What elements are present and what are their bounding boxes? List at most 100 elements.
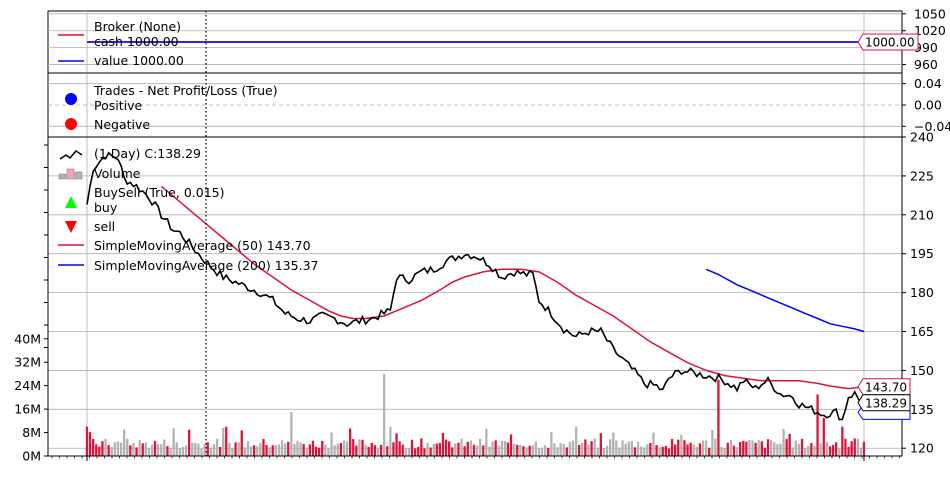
price-legend: (1 Day) C:138.29 Volume BuySell (True, 0… bbox=[58, 146, 318, 273]
price-legend-buysell: BuySell (True, 0.015) bbox=[94, 185, 224, 200]
volume-bar bbox=[773, 442, 776, 456]
volume-bar bbox=[259, 443, 262, 456]
volume-bar bbox=[101, 441, 104, 456]
trades-panel: 0.04 0.00 −0.04 Trades - Net Profit/Loss (… bbox=[47, 72, 950, 138]
volume-bar bbox=[534, 441, 537, 456]
volume-bar bbox=[392, 442, 395, 456]
volume-bar bbox=[119, 442, 123, 456]
volume-bar bbox=[599, 433, 602, 456]
volume-bar bbox=[581, 442, 584, 456]
broker-grid bbox=[48, 11, 902, 73]
volume-bar bbox=[401, 444, 404, 456]
volume-bar bbox=[804, 447, 807, 456]
volume-bar bbox=[825, 441, 828, 456]
volume-bar bbox=[816, 394, 819, 456]
volume-bar bbox=[862, 441, 866, 456]
volume-bar bbox=[479, 438, 482, 456]
volume-bar bbox=[324, 444, 327, 456]
volume-bar bbox=[280, 440, 284, 456]
volume-bar bbox=[95, 444, 98, 456]
volume-bar bbox=[763, 447, 767, 456]
x-axis-ticks bbox=[51, 456, 900, 461]
broker-legend-title: Broker (None) bbox=[94, 19, 181, 34]
volume-bar bbox=[361, 439, 364, 456]
volume-bar bbox=[299, 442, 302, 456]
volume-bar bbox=[652, 432, 655, 456]
volume-bar bbox=[287, 441, 290, 456]
volume-bar bbox=[596, 447, 599, 456]
volume-bar bbox=[150, 444, 154, 456]
volume-bar bbox=[249, 446, 253, 456]
price-grid bbox=[48, 136, 902, 456]
volume-bar bbox=[612, 432, 615, 456]
volume-bar bbox=[708, 447, 711, 456]
volume-bar bbox=[615, 440, 618, 456]
volume-bar bbox=[528, 445, 531, 456]
volume-bar bbox=[677, 439, 680, 456]
volume-bar bbox=[485, 428, 488, 456]
volume-bar bbox=[522, 446, 525, 456]
volume-bar bbox=[742, 440, 745, 456]
volume-bar bbox=[349, 428, 352, 456]
volume-bar bbox=[475, 445, 479, 456]
price-y-tick-label: 120 bbox=[910, 441, 934, 456]
volume-bar bbox=[222, 428, 225, 456]
volume-bar bbox=[822, 417, 825, 456]
volume-bar bbox=[466, 441, 469, 456]
volume-bar bbox=[602, 448, 606, 456]
volume-bar bbox=[674, 444, 677, 456]
volume-bar bbox=[395, 433, 398, 456]
price-panel-frame bbox=[47, 136, 903, 457]
volume-bar bbox=[367, 446, 370, 456]
volume-bar bbox=[844, 438, 847, 456]
volume-bar bbox=[469, 440, 472, 456]
volume-bar bbox=[556, 447, 559, 456]
volume-bar bbox=[228, 442, 231, 456]
volume-bar bbox=[751, 440, 754, 456]
price-y-tick-label: 225 bbox=[910, 168, 934, 183]
volume-bar bbox=[311, 440, 315, 456]
volume-bar bbox=[457, 442, 460, 456]
volume-bar bbox=[345, 441, 349, 456]
volume-bar bbox=[163, 439, 166, 456]
broker-legend: Broker (None) cash 1000.00 value 1000.00 bbox=[58, 19, 184, 68]
volume-bar bbox=[240, 430, 243, 456]
volume-bar bbox=[386, 446, 389, 456]
sma50-tag-shape bbox=[857, 378, 911, 396]
broker-y-axis: 1050 1020 990 960 bbox=[902, 6, 946, 72]
trades-legend-title: Trades - Net Profit/Loss (True) bbox=[93, 83, 278, 98]
volume-bar bbox=[166, 446, 169, 456]
volume-bar bbox=[506, 442, 510, 456]
volume-bar bbox=[503, 441, 507, 456]
volume-bar bbox=[488, 446, 491, 456]
volume-bar bbox=[271, 445, 274, 456]
volume-bar bbox=[302, 444, 305, 456]
trades-y-tick-label: 0.04 bbox=[914, 76, 942, 91]
volume-bar bbox=[856, 438, 859, 456]
volume-bar bbox=[123, 429, 126, 456]
broker-y-tick-label: 990 bbox=[914, 40, 938, 55]
volume-bar bbox=[262, 439, 265, 456]
volume-bar bbox=[723, 448, 726, 456]
price-legend-buy: buy bbox=[94, 200, 118, 215]
volume-bar bbox=[116, 441, 120, 456]
volume-bar bbox=[513, 443, 516, 456]
price-legend-sma200: SimpleMovingAverage (200) 135.37 bbox=[94, 258, 318, 273]
volume-bar bbox=[782, 429, 785, 456]
volume-bar bbox=[590, 441, 593, 456]
sma200-line bbox=[705, 268, 865, 333]
volume-bar bbox=[237, 442, 240, 456]
volume-bar bbox=[107, 445, 110, 456]
volume-bar bbox=[129, 445, 132, 456]
trades-y-tick-label: 0.00 bbox=[914, 98, 942, 113]
broker-last-value-tag: 1000.00 bbox=[857, 33, 919, 51]
volume-bar bbox=[587, 444, 590, 456]
volume-bar bbox=[547, 447, 550, 456]
volume-bar bbox=[314, 446, 318, 456]
volume-bar bbox=[748, 439, 751, 456]
volume-bar bbox=[841, 426, 844, 456]
volume-bar bbox=[664, 445, 667, 456]
volume-bar bbox=[178, 448, 181, 456]
volume-bar bbox=[336, 443, 339, 456]
volume-bar bbox=[831, 444, 835, 456]
